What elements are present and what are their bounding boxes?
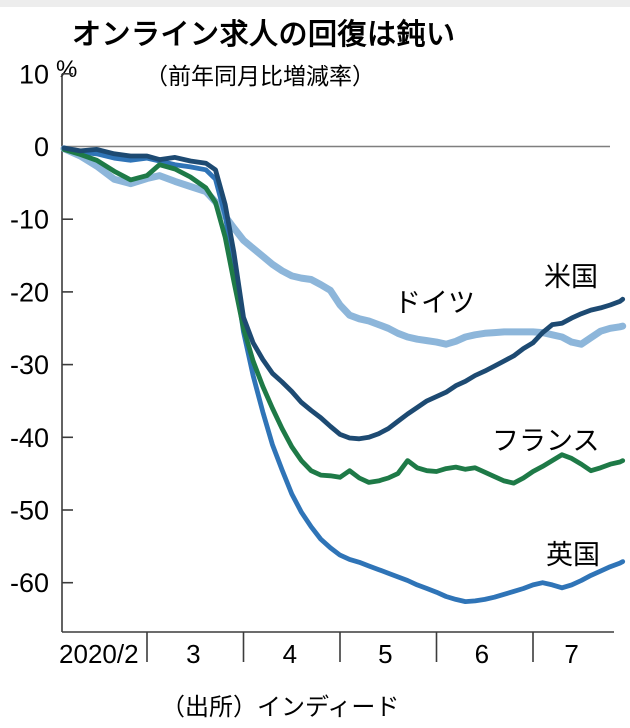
series-label-uk: 英国: [546, 540, 600, 570]
y-tick-label: -50: [10, 496, 49, 526]
series-label-france: フランス: [492, 426, 600, 456]
series-label-us: 米国: [544, 262, 598, 292]
series-line-france: [61, 147, 626, 486]
series-line-us: [61, 145, 626, 442]
x-month-label: 4: [283, 639, 297, 669]
series-line-germany: [60, 145, 627, 348]
series-line-uk: [61, 145, 626, 604]
y-tick-label: 0: [34, 132, 49, 162]
x-month-label: 6: [475, 639, 489, 669]
chart-title: オンライン求人の回復は鈍い: [72, 19, 456, 51]
y-tick-label: -20: [10, 277, 49, 307]
x-month-label: 3: [186, 639, 200, 669]
x-month-label: 2020/2: [59, 639, 139, 669]
source-note: （出所）インディード: [161, 694, 400, 721]
series-label-germany: ドイツ: [394, 288, 475, 318]
x-month-label: 7: [564, 639, 578, 669]
y-tick-label: -60: [10, 568, 49, 598]
y-tick-label: 10: [19, 59, 49, 89]
y-tick-label: -40: [10, 423, 49, 453]
top-edge-strip: [0, 0, 630, 7]
chart-subtitle: （前年同月比増減率）: [145, 63, 375, 89]
y-tick-label: -30: [10, 350, 49, 380]
y-tick-label: -10: [10, 205, 49, 235]
x-month-label: 5: [378, 639, 392, 669]
